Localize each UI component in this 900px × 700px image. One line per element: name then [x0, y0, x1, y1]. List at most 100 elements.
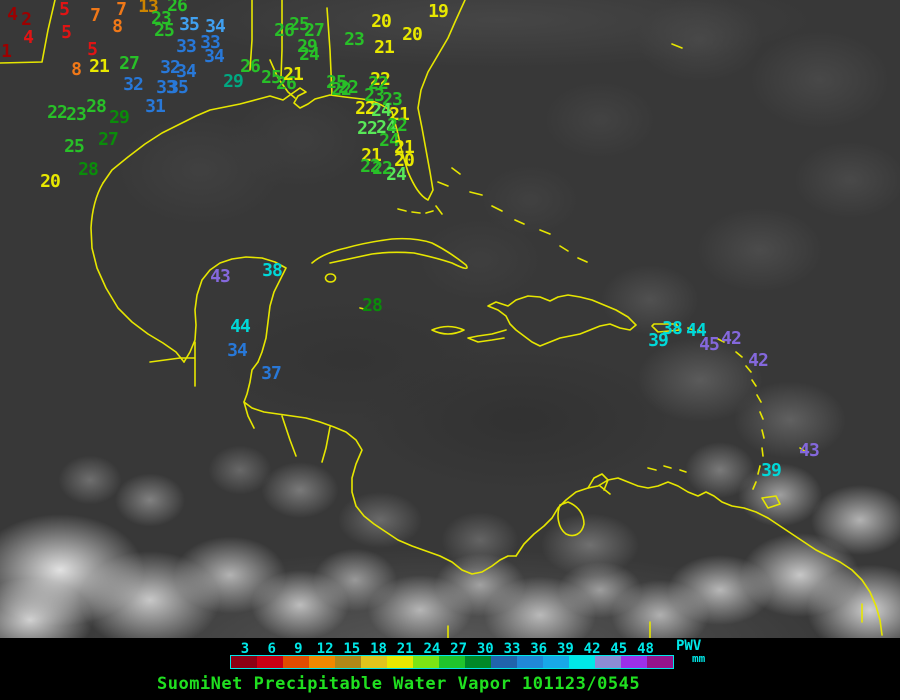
pwv-station-value: 5 [61, 22, 72, 43]
pwv-colorbar [230, 655, 674, 669]
border-guatemala [149, 341, 196, 387]
cayman-islands [359, 307, 369, 311]
pwv-station-value: 34 [204, 46, 225, 67]
pwv-station-value: 23 [344, 29, 365, 50]
pwv-station-value: 5 [59, 0, 70, 20]
barbados [799, 447, 807, 453]
cloud-imagery [0, 0, 900, 638]
pwv-station-value: 22 [357, 118, 378, 139]
pwv-station-value: 39 [761, 460, 782, 481]
pwv-station-value: 45 [699, 334, 720, 355]
pwv-station-value: 21 [361, 145, 382, 166]
pwv-station-value: 33 [200, 32, 221, 53]
pwv-station-value: 1 [1, 41, 12, 62]
coast-central-america [243, 361, 517, 575]
isle-of-youth [324, 273, 337, 283]
pwv-station-value: 34 [227, 340, 248, 361]
colorbar-tick: 9 [294, 641, 303, 657]
colorbar-tick: 39 [556, 641, 574, 657]
pwv-station-value: 34 [205, 16, 226, 37]
pwv-station-value: 35 [179, 14, 200, 35]
colorbar-tick: 12 [316, 641, 334, 657]
pwv-station-value: 2 [21, 9, 32, 30]
pwv-station-value: 20 [394, 150, 415, 171]
colorbar-segment [309, 656, 335, 668]
colorbar-segment [257, 656, 283, 668]
pwv-station-value: 27 [98, 129, 119, 150]
colorbar-segment [413, 656, 439, 668]
pwv-station-value: 24 [386, 164, 407, 185]
pwv-station-value: 38 [262, 260, 283, 281]
pwv-station-value: 28 [86, 96, 107, 117]
puerto-rico [651, 323, 703, 333]
pwv-station-value: 42 [721, 328, 742, 349]
colorbar-tick: 21 [396, 641, 414, 657]
pwv-station-value: 42 [748, 350, 769, 371]
coast-us-atlantic-florida [391, 0, 466, 201]
pwv-station-value: 35 [168, 77, 189, 98]
colorbar-segment [335, 656, 361, 668]
lesser-antilles [715, 337, 765, 490]
pwv-station-value: 23 [66, 104, 87, 125]
colorbar-segment [621, 656, 647, 668]
colorbar-segment [569, 656, 595, 668]
pwv-station-value: 25 [64, 136, 85, 157]
colorbar-tick: 30 [476, 641, 494, 657]
pwv-station-value: 19 [428, 1, 449, 22]
pwv-station-value: 4 [7, 4, 18, 25]
pwv-station-value: 21 [283, 64, 304, 85]
abc-islands [647, 465, 687, 473]
pwv-station-value: 25 [289, 14, 310, 35]
pwv-station-value: 32 [160, 57, 181, 78]
colorbar-tick: 15 [343, 641, 361, 657]
pwv-station-value: 29 [223, 71, 244, 92]
pwv-station-value: 23 [382, 89, 403, 110]
pwv-station-value: 21 [89, 56, 110, 77]
hispaniola [467, 294, 637, 347]
pwv-station-value: 20 [402, 24, 423, 45]
mississippi-river [269, 59, 296, 99]
pwv-station-value: 21 [374, 37, 395, 58]
colorbar-tick: 27 [450, 641, 468, 657]
coast-cuba [311, 237, 468, 270]
colorbar-tick: 6 [267, 641, 276, 657]
pwv-station-value: 27 [119, 53, 140, 74]
pwv-station-value: 28 [362, 295, 383, 316]
pwv-station-value: 24 [299, 44, 320, 65]
pwv-station-value: 22 [355, 98, 376, 119]
pwv-station-value: 22 [331, 79, 352, 100]
colorbar-segment [491, 656, 517, 668]
pwv-station-value: 43 [799, 440, 820, 461]
pwv-station-value: 28 [78, 159, 99, 180]
pwv-station-value: 39 [648, 330, 669, 351]
border-alabama [249, 0, 333, 96]
pwv-station-value: 26 [167, 0, 188, 16]
pwv-station-value: 44 [686, 320, 707, 341]
pwv-station-value: 8 [71, 59, 82, 80]
pwv-station-value: 22 [387, 115, 408, 136]
colorbar-tick: 45 [610, 641, 628, 657]
pwv-station-value: 22 [360, 156, 381, 177]
pwv-station-value: 22 [47, 102, 68, 123]
colorbar-segment [595, 656, 621, 668]
product-title: SuomiNet Precipitable Water Vapor 101123… [157, 674, 641, 694]
pwv-station-value: 29 [297, 36, 318, 57]
pwv-station-value: 37 [261, 363, 282, 384]
jamaica [431, 325, 465, 335]
pwv-station-value: 27 [304, 20, 325, 41]
colorbar-segment [387, 656, 413, 668]
coast-south-america [515, 477, 883, 636]
pwv-station-value: 8 [112, 16, 123, 37]
pwv-station-value: 23 [151, 8, 172, 29]
pwv-mm-label: mm [692, 652, 706, 665]
coastline-overlay [0, 0, 883, 638]
colorbar-segment [465, 656, 491, 668]
pwv-station-value: 43 [210, 266, 231, 287]
pwv-station-value: 25 [154, 20, 175, 41]
pwv-station-value: 24 [376, 117, 397, 138]
colorbar-segment [543, 656, 569, 668]
pwv-station-value: 4 [23, 27, 34, 48]
colorbar-segment [361, 656, 387, 668]
colorbar-segment [231, 656, 257, 668]
